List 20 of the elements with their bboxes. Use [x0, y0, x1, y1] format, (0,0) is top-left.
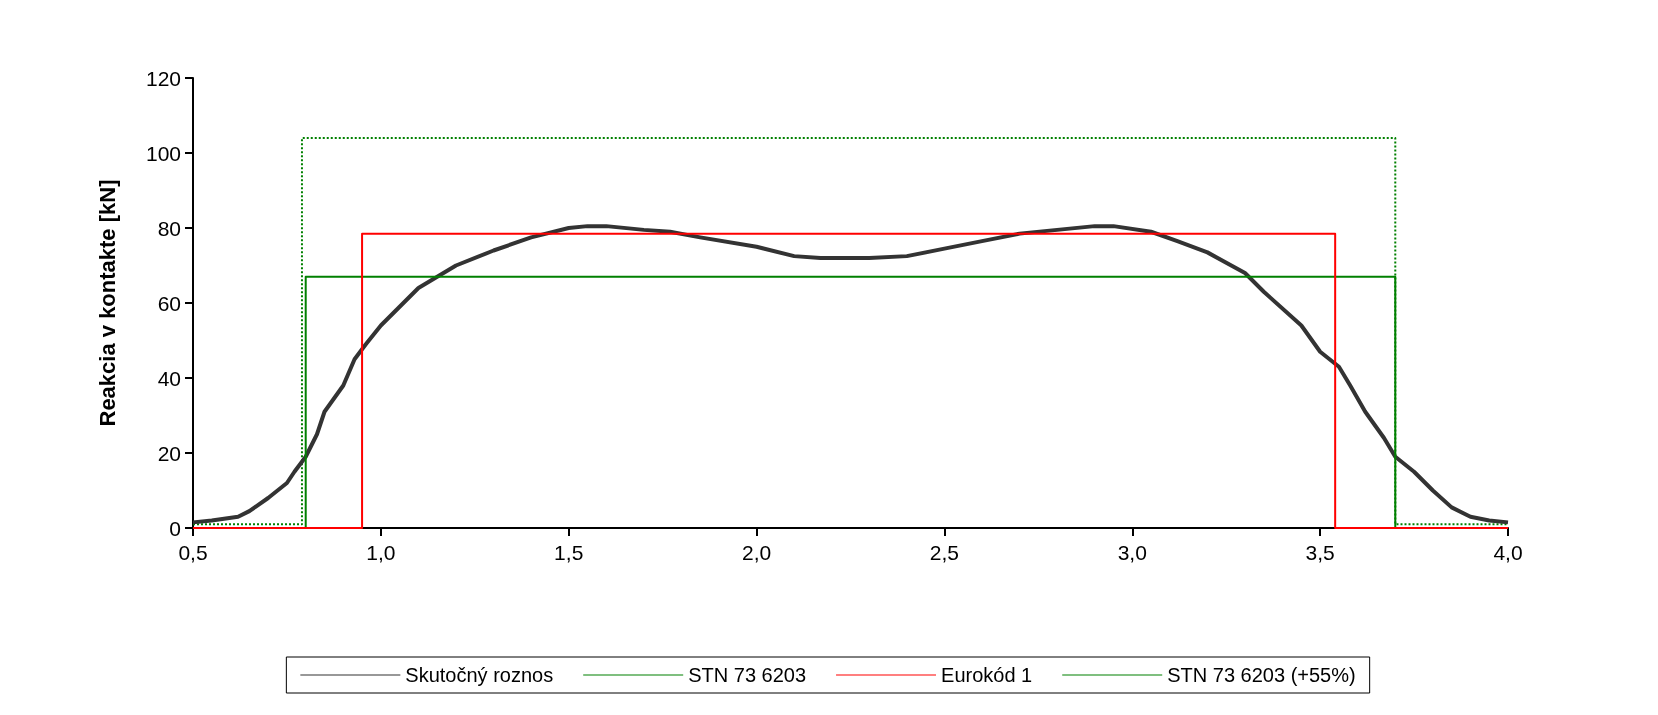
y-tick-label: 60 — [157, 291, 181, 315]
y-tick-label: 0 — [169, 516, 181, 540]
y-tick-label: 20 — [157, 441, 181, 465]
y-tick-label: 100 — [145, 141, 181, 165]
legend-label: Eurokód 1 — [941, 664, 1033, 686]
x-tick-label: 3,0 — [1117, 541, 1147, 564]
x-tick-label: 1,5 — [554, 541, 584, 564]
legend-label: STN 73 6203 — [688, 664, 807, 686]
x-tick-label: 3,5 — [1305, 541, 1335, 564]
legend-label: Skutočný roznos — [405, 664, 554, 686]
y-tick-label: 80 — [157, 216, 181, 240]
y-tick-label: 40 — [157, 366, 181, 390]
x-tick-label: 2,5 — [929, 541, 960, 564]
legend-label: STN 73 6203 (+55%) — [1167, 664, 1356, 686]
y-tick-label: 120 — [145, 66, 181, 90]
y-axis-title: Reakcia v kontakte [kN] — [94, 179, 120, 427]
x-tick-label: 2,0 — [741, 541, 772, 564]
x-tick-label: 0,5 — [178, 541, 208, 564]
x-tick-label: 1,0 — [366, 541, 396, 564]
x-tick-label: 4,0 — [1493, 541, 1523, 564]
